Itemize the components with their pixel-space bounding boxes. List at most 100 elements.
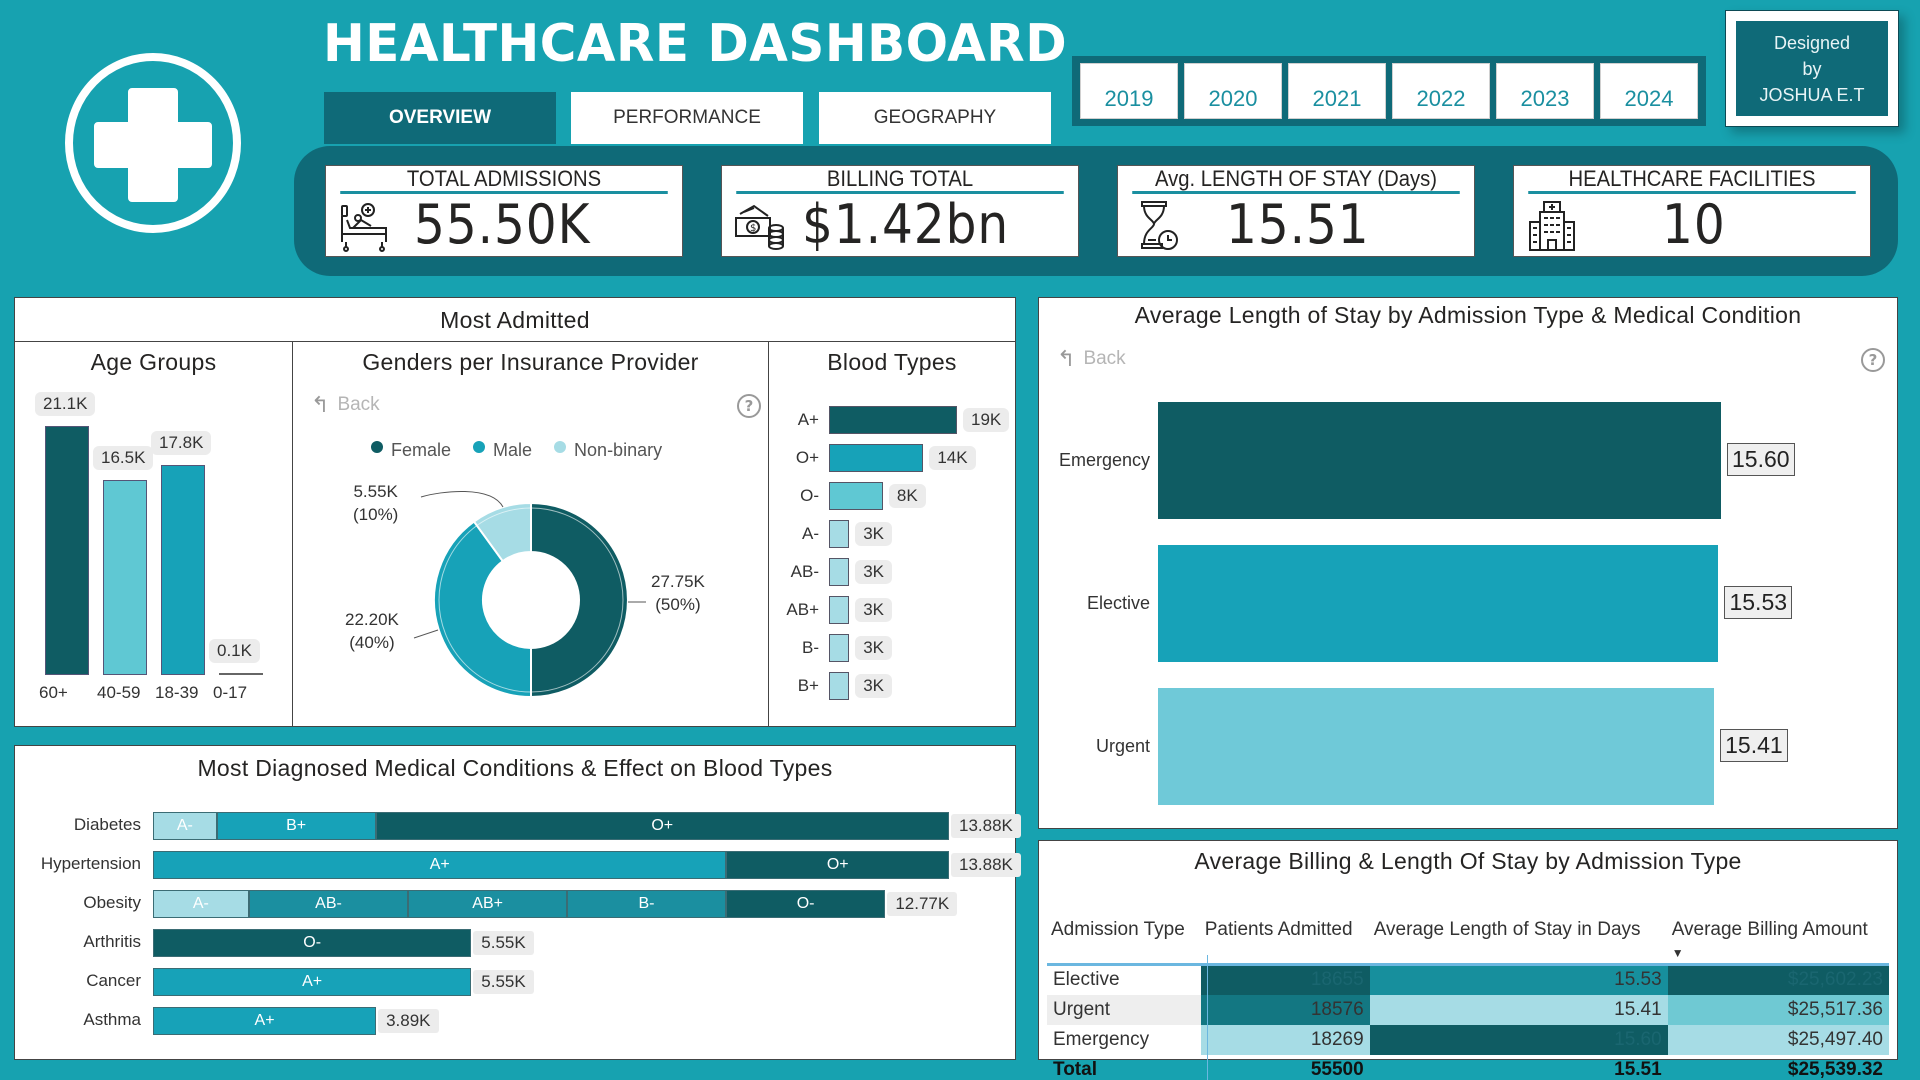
cell-los: 15.53 — [1369, 964, 1668, 995]
donut-data-label: 27.75K (50%) — [651, 570, 705, 616]
los-bar[interactable] — [1158, 545, 1719, 662]
donut-data-label: 22.20K (40%) — [345, 608, 399, 654]
condition-label: Hypertension — [40, 854, 141, 873]
gender-chart-title: Genders per Insurance Provider — [362, 349, 699, 375]
age-bar[interactable] — [45, 426, 89, 675]
donut-leader-line — [413, 629, 439, 639]
donut-percent: (50%) — [655, 595, 701, 614]
age-bar[interactable] — [219, 673, 263, 675]
legend-dot-icon — [473, 440, 486, 453]
age-axis-label: 60+ — [39, 683, 68, 702]
condition-segment[interactable]: AB- — [248, 890, 409, 918]
condition-segment[interactable]: A- — [153, 890, 249, 918]
gender-donut-chart: Genders per Insurance Provider ↰ Back ? … — [293, 342, 769, 727]
condition-segment[interactable]: O- — [153, 929, 472, 957]
age-bar[interactable] — [103, 480, 147, 675]
column-header-avg-length-of-stay[interactable]: Average Length of Stay in Days — [1373, 919, 1641, 940]
designer-line-2: by — [1802, 58, 1822, 79]
column-header-admission-type[interactable]: Admission Type — [1051, 919, 1185, 940]
condition-segment[interactable]: O+ — [726, 851, 949, 879]
legend-item[interactable]: Female — [371, 440, 451, 461]
age-groups-title: Age Groups — [90, 349, 217, 375]
table-row[interactable]: Elective 18655 15.53 $25,602.23 — [1047, 964, 1889, 995]
back-button[interactable]: ↰ Back — [1057, 346, 1126, 372]
condition-segment[interactable]: O- — [725, 890, 886, 918]
age-bar[interactable] — [161, 464, 205, 675]
column-header-avg-billing[interactable]: Average Billing Amount ▼ — [1668, 919, 1889, 965]
cell-total-billing: $25,539.32 — [1787, 1058, 1883, 1080]
condition-segment[interactable]: AB+ — [408, 890, 568, 918]
age-bar-value-label: 16.5K — [93, 446, 154, 471]
condition-segment[interactable]: A+ — [153, 968, 472, 996]
cell-patients: 18576 — [1200, 994, 1370, 1025]
condition-total-label: 12.77K — [887, 892, 958, 916]
admission-type-label: Elective — [1086, 592, 1150, 613]
year-2024-button[interactable]: 2024 — [1600, 63, 1698, 119]
kpi-total-admissions: TOTAL ADMISSIONS 55.50K — [325, 165, 683, 257]
help-icon[interactable]: ? — [1861, 348, 1885, 372]
blood-type-label: AB- — [790, 562, 819, 581]
blood-type-value-label: 3K — [855, 522, 892, 546]
hospital-bed-icon — [341, 203, 387, 252]
kpi-label: HEALTHCARE FACILITIES — [1528, 166, 1856, 194]
age-axis-label: 0-17 — [213, 683, 248, 702]
blood-type-bar[interactable] — [829, 406, 957, 434]
los-bar[interactable] — [1158, 402, 1721, 519]
blood-type-bar[interactable] — [829, 444, 924, 472]
legend-item[interactable]: Male — [473, 440, 532, 461]
cell-admission-type: Emergency — [1053, 1028, 1150, 1050]
blood-type-bar[interactable] — [829, 672, 850, 700]
tab-performance[interactable]: PERFORMANCE — [571, 92, 803, 144]
blood-types-title: Blood Types — [827, 349, 957, 375]
cell-total-patients: 55500 — [1310, 1058, 1364, 1080]
donut-slice-male[interactable] — [433, 520, 532, 699]
blood-type-value-label: 8K — [888, 484, 926, 508]
age-axis-label: 40-59 — [97, 683, 141, 702]
blood-type-value-label: 3K — [855, 560, 892, 584]
cell-admission-type: Elective — [1053, 969, 1120, 991]
back-button[interactable]: ↰ Back — [311, 392, 380, 418]
designer-name: JOSHUA E.T — [1759, 84, 1865, 105]
column-header-patients-admitted[interactable]: Patients Admitted — [1204, 919, 1353, 940]
condition-segment[interactable]: A+ — [153, 1007, 377, 1035]
cell-admission-type: Urgent — [1047, 994, 1201, 1025]
back-arrow-icon: ↰ — [1057, 346, 1076, 371]
condition-segment[interactable]: B+ — [216, 812, 376, 840]
los-title: Average Length of Stay by Admission Type… — [1134, 302, 1802, 328]
los-bar[interactable] — [1158, 688, 1715, 805]
tab-overview[interactable]: OVERVIEW — [324, 92, 556, 144]
blood-type-bar[interactable] — [829, 520, 850, 548]
table-row[interactable]: Urgent 18576 15.41 $25,517.36 — [1047, 994, 1889, 1025]
year-2019-button[interactable]: 2019 — [1080, 63, 1178, 119]
blood-type-value-label: 3K — [855, 674, 892, 698]
donut-slice-non-binary[interactable] — [472, 501, 532, 563]
tab-geography[interactable]: GEOGRAPHY — [819, 92, 1051, 144]
year-slicer: 2019 2020 2021 2022 2023 2024 — [1072, 56, 1706, 126]
donut-value: 22.20K — [345, 610, 399, 629]
los-value-label: 15.60 — [1727, 442, 1795, 476]
donut-slice-female[interactable] — [530, 501, 629, 699]
blood-type-bar[interactable] — [829, 634, 850, 662]
table-row[interactable]: Emergency 18269 15.60 $25,497.40 — [1047, 1024, 1889, 1055]
condition-segment[interactable]: O+ — [375, 812, 949, 840]
condition-segment[interactable]: B- — [567, 890, 726, 918]
condition-segment[interactable]: A- — [153, 812, 217, 840]
condition-segment[interactable]: A+ — [153, 851, 727, 879]
year-2021-button[interactable]: 2021 — [1288, 63, 1386, 119]
help-icon[interactable]: ? — [737, 394, 761, 418]
year-2020-button[interactable]: 2020 — [1184, 63, 1282, 119]
blood-type-bar[interactable] — [829, 596, 850, 624]
age-axis-label: 18-39 — [155, 683, 199, 702]
back-label: Back — [337, 394, 380, 415]
blood-type-bar[interactable] — [829, 482, 883, 510]
legend-item[interactable]: Non-binary — [554, 440, 662, 461]
blood-type-value-label: 14K — [929, 446, 976, 470]
blood-type-value-label: 3K — [855, 598, 892, 622]
donut-percent: (40%) — [349, 633, 395, 652]
column-header-label: Average Billing Amount — [1671, 919, 1868, 940]
blood-type-label: A+ — [797, 410, 819, 429]
year-2022-button[interactable]: 2022 — [1392, 63, 1490, 119]
year-2023-button[interactable]: 2023 — [1496, 63, 1594, 119]
blood-type-bar[interactable] — [829, 558, 850, 586]
admission-type-label: Emergency — [1058, 449, 1150, 470]
